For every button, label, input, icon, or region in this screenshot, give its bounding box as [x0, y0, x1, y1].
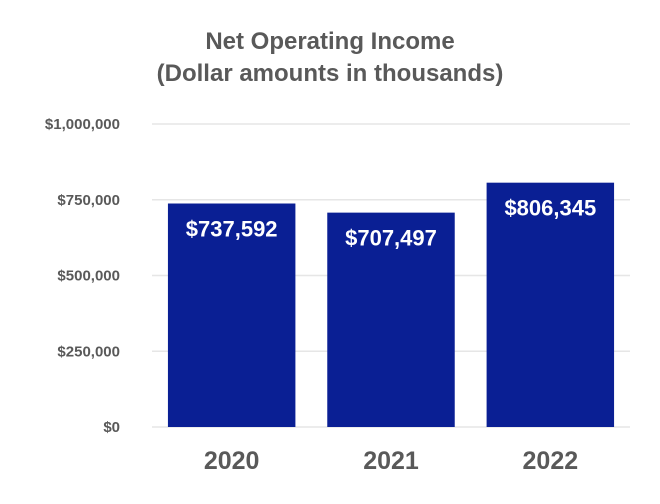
data-label-2021: $707,497 — [345, 226, 437, 251]
x-tick-label: 2020 — [204, 447, 260, 475]
x-axis: 2020 2021 2022 — [204, 447, 578, 475]
bar-2020 — [167, 203, 296, 427]
y-tick-label: $0 — [103, 419, 120, 436]
y-tick-label: $500,000 — [57, 268, 120, 285]
chart-title-block: Net Operating Income (Dollar amounts in … — [0, 26, 660, 90]
chart-title: Net Operating Income — [205, 28, 455, 55]
y-tick-label: $1,000,000 — [45, 116, 120, 133]
x-tick-label: 2022 — [523, 447, 579, 475]
chart-subtitle: (Dollar amounts in thousands) — [156, 60, 504, 87]
y-axis: $0 $250,000 $500,000 $750,000 $1,000,000 — [45, 116, 120, 436]
bar-2021 — [327, 212, 455, 427]
y-tick-label: $250,000 — [57, 343, 120, 360]
bar-2022 — [486, 182, 615, 427]
data-label-2022: $806,345 — [504, 196, 596, 221]
data-label-2020: $737,592 — [186, 217, 278, 242]
x-tick-label: 2021 — [363, 447, 419, 475]
bars — [167, 182, 615, 427]
data-labels: $737,592 $707,497 $806,345 — [186, 196, 596, 251]
y-tick-label: $750,000 — [57, 192, 120, 209]
